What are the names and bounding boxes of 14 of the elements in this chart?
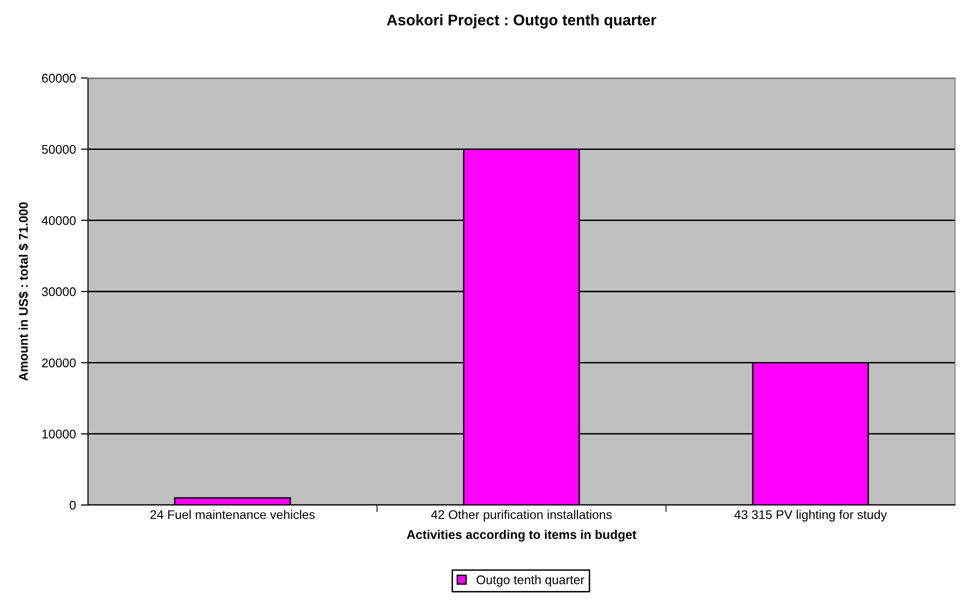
- y-tick-label: 40000: [42, 216, 76, 225]
- y-axis-title: Amount in US$ : total $ 71.000: [18, 202, 29, 381]
- y-tick-label: 50000: [42, 144, 76, 154]
- y-tick-label: 60000: [42, 74, 76, 83]
- y-tick-label: 20000: [42, 358, 76, 368]
- x-tick-label: 42 Other purification installations: [431, 510, 612, 522]
- y-tick-label: 0: [70, 500, 76, 510]
- x-tick-label: 24 Fuel maintenance vehicles: [150, 510, 315, 520]
- x-axis-title: Activities according to items in budget: [406, 530, 636, 542]
- chart-title: Asokori Project : Outgo tenth quarter: [386, 14, 656, 28]
- y-tick-label: 10000: [42, 430, 76, 438]
- legend-label: Outgo tenth quarter: [476, 575, 584, 587]
- y-tick-label: 30000: [42, 287, 76, 296]
- x-tick-label: 43 315 PV lighting for study: [734, 510, 887, 522]
